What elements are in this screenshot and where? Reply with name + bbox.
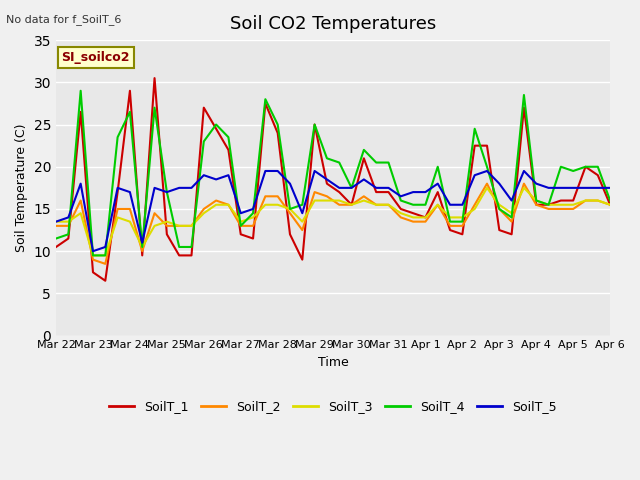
Y-axis label: Soil Temperature (C): Soil Temperature (C): [15, 124, 28, 252]
Title: Soil CO2 Temperatures: Soil CO2 Temperatures: [230, 15, 436, 33]
Text: No data for f_SoilT_6: No data for f_SoilT_6: [6, 14, 122, 25]
X-axis label: Time: Time: [317, 356, 348, 369]
Legend: SoilT_1, SoilT_2, SoilT_3, SoilT_4, SoilT_5: SoilT_1, SoilT_2, SoilT_3, SoilT_4, Soil…: [104, 395, 562, 418]
Text: SI_soilco2: SI_soilco2: [61, 51, 130, 64]
